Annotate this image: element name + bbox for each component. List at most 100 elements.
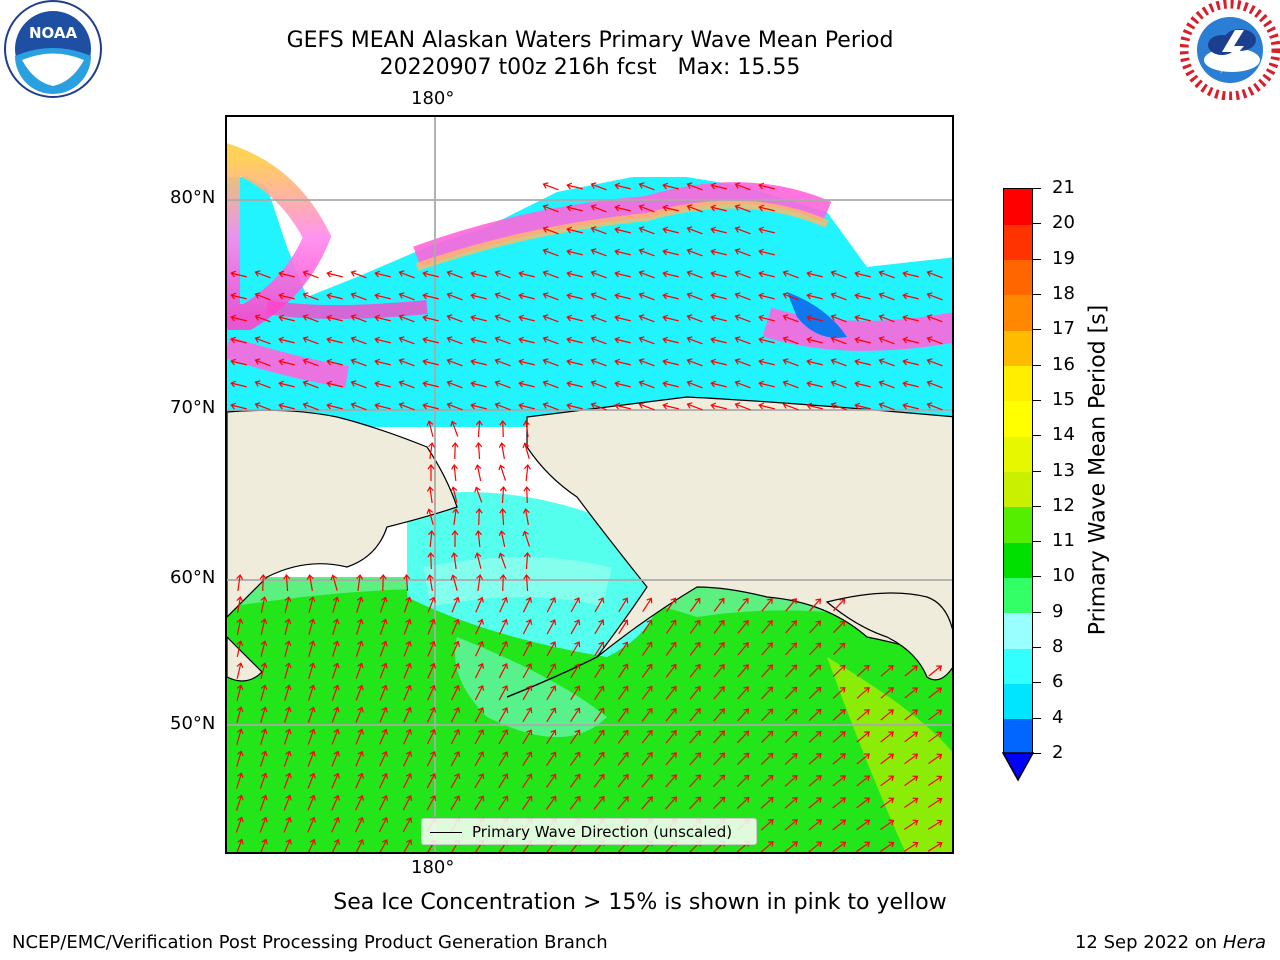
wave-arrow [758,336,775,344]
wave-arrow [398,292,415,301]
wave-arrow [689,686,701,700]
wave-arrow [566,314,583,322]
wave-arrow [542,204,559,213]
wave-arrow [928,687,943,699]
wave-arrow [878,336,895,345]
wave-arrow [689,597,701,612]
wave-arrow [686,182,703,191]
wave-arrow [902,380,919,388]
colorbar-tick-label: 12 [1052,494,1075,516]
wave-arrow [427,596,436,613]
wave-arrow [355,728,364,745]
wave-arrow [350,314,367,323]
wave-arrow [758,402,775,410]
wave-arrow [689,752,701,766]
wave-arrow [784,797,798,809]
colorbar-tick-label: 6 [1052,671,1064,693]
wave-arrow [570,729,581,744]
wave-arrow [809,598,822,612]
wave-arrow [736,752,750,766]
wave-arrow [450,420,459,437]
wave-arrow [904,665,918,677]
colorbar-tick [1033,258,1041,260]
wave-arrow [594,685,605,700]
wave-arrow [638,270,655,279]
colorbar-segment [1004,542,1032,578]
wave-arrow [230,292,247,300]
colorbar-tick-label: 14 [1052,424,1075,446]
wave-arrow [546,751,557,766]
sea-ice-caption: Sea Ice Concentration > 15% is shown in … [333,890,947,915]
ice-edge-east [762,307,952,351]
wave-arrow [761,642,773,656]
wave-arrow [307,728,316,745]
wave-arrow [686,358,703,367]
wave-arrow [546,685,557,701]
wave-arrow [642,597,653,613]
wave-arrow [686,402,703,411]
colorbar-segment [1004,436,1032,472]
wave-arrow [806,270,823,278]
wave-arrow [402,772,413,789]
wave-arrow [374,358,391,366]
wave-arrow [734,402,751,411]
wave-arrow [331,662,340,679]
wave-arrow [278,314,295,322]
wave-arrow [618,619,629,635]
wave-arrow [689,796,702,810]
wave-arrow [332,618,340,635]
wave-arrow [450,574,458,591]
wave-arrow [426,750,437,767]
colorbar-tick-label: 2 [1052,742,1064,763]
wave-arrow [665,685,677,700]
wave-arrow [474,773,485,789]
wave-arrow [926,358,943,367]
wave-arrow [830,358,847,367]
colorbar-segment [1004,330,1032,367]
wave-arrow [260,640,268,657]
wave-arrow [306,574,314,591]
colorbar-tick-label: 20 [1052,212,1075,234]
wave-arrow [618,597,629,613]
colorbar-tick [1033,541,1041,543]
wave-arrow [499,486,507,504]
wave-arrow [350,270,367,279]
wave-arrow [832,841,847,852]
wave-arrow [856,775,871,787]
wave-arrow [522,729,533,745]
wave-arrow [927,819,943,830]
colorbar-segment [1004,294,1032,331]
wave-arrow [806,314,823,322]
colorbar-segment [1004,189,1032,225]
wave-arrow [355,662,364,679]
wave-arrow [594,641,605,657]
wave-arrow [665,641,677,656]
wave-arrow [686,270,703,279]
wave-arrow [330,574,338,591]
wave-arrow [518,336,535,344]
wave-arrow [254,314,271,323]
colorbar-tick-label: 17 [1052,318,1075,340]
wave-arrow [904,819,919,830]
wave-arrow [830,380,847,389]
wave-arrow [283,750,292,767]
wave-arrow [782,314,799,323]
wave-arrow [832,620,846,634]
wave-arrow [260,618,268,635]
wave-arrow [521,795,533,810]
wave-arrow [451,530,459,547]
wave-arrow [758,270,775,278]
colorbar-segment [1004,577,1032,614]
wave-arrow [880,775,895,787]
colorbar-tick [1033,682,1041,684]
wave-arrow [902,358,919,366]
wave-arrow [475,618,484,635]
wave-arrow [518,270,535,278]
colorbar-tick-label: 13 [1052,459,1075,481]
legend-label: Primary Wave Direction (unscaled) [472,823,733,841]
wave-arrow [784,686,798,700]
wave-arrow [302,292,319,301]
wave-arrow [614,402,631,410]
wave-arrow [379,706,388,723]
wave-arrow [808,775,822,787]
